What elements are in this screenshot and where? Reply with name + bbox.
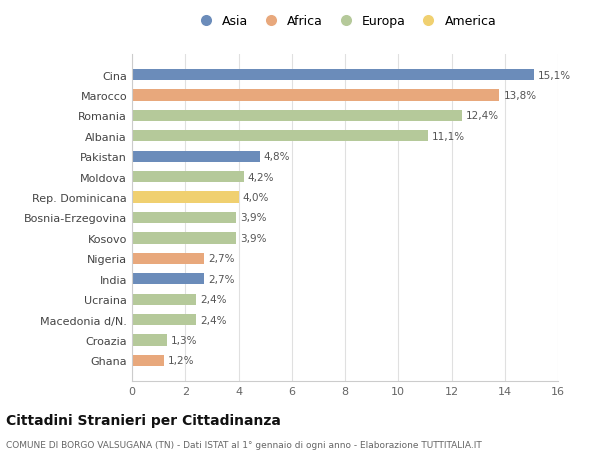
Text: 4,0%: 4,0% (242, 193, 269, 203)
Bar (132, 172, 244, 183)
Text: 2,4%: 2,4% (200, 315, 226, 325)
Bar (132, 294, 196, 305)
Bar (132, 213, 236, 224)
Bar (132, 131, 428, 142)
Bar (132, 151, 260, 162)
Bar (132, 253, 204, 264)
Text: Cittadini Stranieri per Cittadinanza: Cittadini Stranieri per Cittadinanza (6, 414, 281, 428)
Text: 2,4%: 2,4% (200, 295, 226, 304)
Text: 11,1%: 11,1% (431, 132, 464, 141)
Text: 4,2%: 4,2% (248, 172, 274, 182)
Bar (132, 70, 534, 81)
Text: 3,9%: 3,9% (240, 213, 266, 223)
Text: 15,1%: 15,1% (538, 71, 571, 80)
Text: 4,8%: 4,8% (264, 152, 290, 162)
Bar (132, 192, 239, 203)
Bar (132, 274, 204, 285)
Text: 13,8%: 13,8% (503, 91, 536, 101)
Text: COMUNE DI BORGO VALSUGANA (TN) - Dati ISTAT al 1° gennaio di ogni anno - Elabora: COMUNE DI BORGO VALSUGANA (TN) - Dati IS… (6, 441, 482, 449)
Bar (132, 314, 196, 325)
Bar (132, 355, 164, 366)
Bar (132, 335, 167, 346)
Text: 12,4%: 12,4% (466, 111, 499, 121)
Text: 2,7%: 2,7% (208, 274, 235, 284)
Text: 1,3%: 1,3% (170, 335, 197, 345)
Bar (132, 111, 462, 122)
Legend: Asia, Africa, Europa, America: Asia, Africa, Europa, America (191, 12, 499, 30)
Text: 3,9%: 3,9% (240, 233, 266, 243)
Bar (132, 90, 499, 101)
Bar (132, 233, 236, 244)
Text: 2,7%: 2,7% (208, 254, 235, 264)
Text: 1,2%: 1,2% (168, 356, 194, 365)
